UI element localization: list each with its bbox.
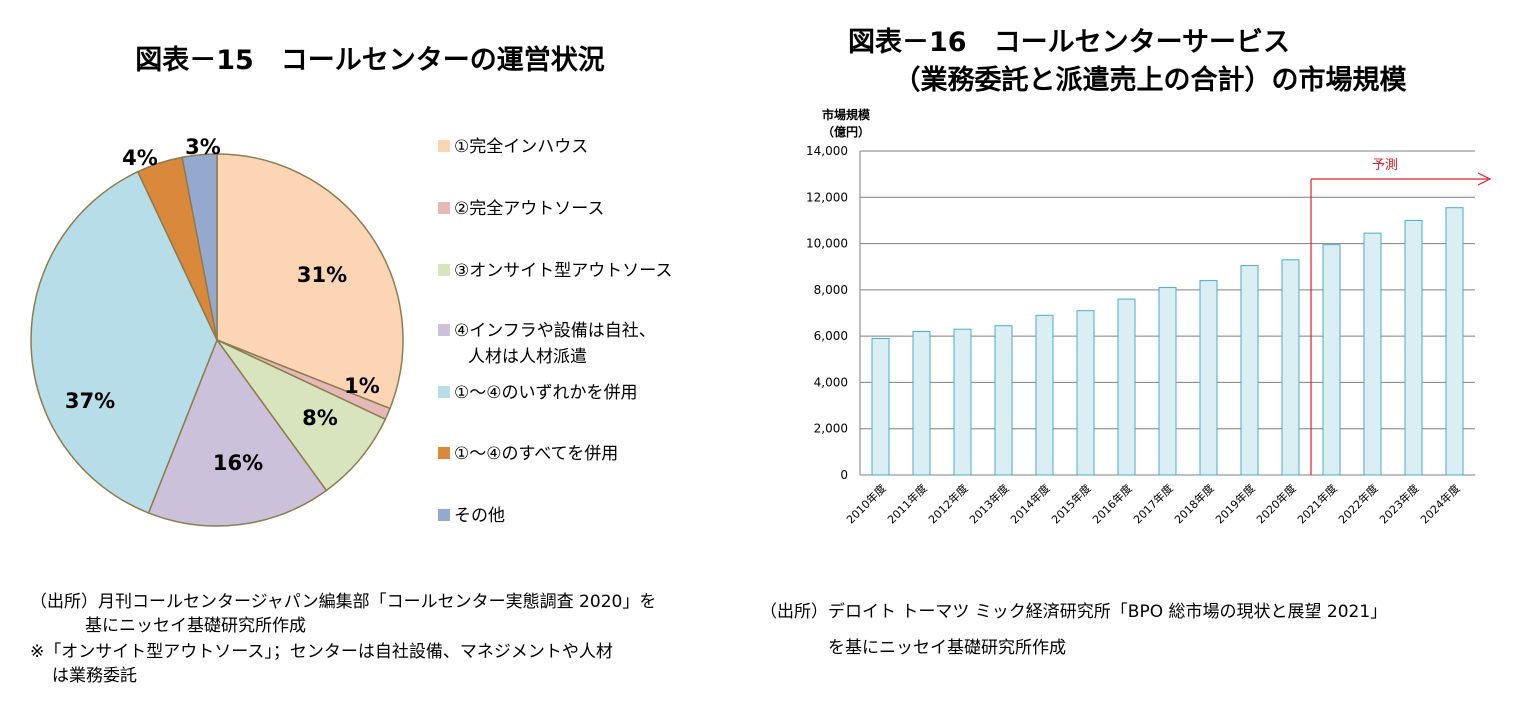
y-axis-title-line1: 市場規模 <box>822 107 871 122</box>
pie-slice-label: 3% <box>185 135 221 159</box>
legend-label: ③オンサイト型アウトソース <box>454 261 673 281</box>
y-tick-label: 12,000 <box>806 190 848 204</box>
x-tick-label: 2021年度 <box>1294 481 1339 526</box>
pie-slice-label: 8% <box>302 406 338 430</box>
forecast-label: 予測 <box>1372 158 1398 173</box>
legend-swatch <box>438 386 450 398</box>
x-tick-label: 2018年度 <box>1171 481 1216 526</box>
bar-chart-title-line1: 図表－16 コールセンターサービス <box>848 27 1291 58</box>
legend-swatch <box>438 202 450 214</box>
x-tick-label: 2012年度 <box>925 481 970 526</box>
x-tick-label: 2017年度 <box>1130 481 1175 526</box>
y-tick-label: 8,000 <box>814 283 848 297</box>
y-tick-label: 10,000 <box>806 237 848 251</box>
y-axis-title-line2: （億円） <box>822 124 870 139</box>
legend-label: ④インフラや設備は自社、 人材は人材派遣 <box>454 321 656 367</box>
x-tick-label: 2023年度 <box>1376 481 1421 526</box>
forecast-arrowhead-icon <box>1477 172 1492 186</box>
bar-chart: 市場規模 （億円） 0 2,000 4,000 6,000 8,000 10,000 12,00… <box>806 107 1492 526</box>
bar <box>1363 232 1382 476</box>
bar <box>1240 265 1259 476</box>
x-tick-label: 2013年度 <box>966 481 1011 526</box>
legend-label: ②完全アウトソース <box>454 199 605 219</box>
left-source-line1: （出所）月刊コールセンタージャパン編集部「コールセンター実態調査 2020」を <box>30 592 657 612</box>
y-tick-label: 2,000 <box>814 422 848 436</box>
x-tick-label: 2015年度 <box>1048 481 1093 526</box>
right-source-line1: （出所）デロイト トーマツ ミック経済研究所「BPO 総市場の現状と展望 202… <box>760 602 1388 622</box>
y-tick-label: 6,000 <box>814 329 848 343</box>
x-tick-label: 2016年度 <box>1089 481 1134 526</box>
legend-label: その他 <box>454 506 505 526</box>
x-tick-label: 2020年度 <box>1253 481 1298 526</box>
left-note-line2: は業務委託 <box>52 666 137 686</box>
legend-swatch <box>438 447 450 459</box>
x-tick-label: 2010年度 <box>843 481 888 526</box>
bar <box>953 328 972 476</box>
pie-slice <box>30 170 218 514</box>
right-source-line2: を基にニッセイ基礎研究所作成 <box>828 638 1066 658</box>
legend-swatch <box>438 509 450 521</box>
pie-slice-label: 1% <box>344 374 380 398</box>
x-tick-label: 2011年度 <box>884 481 929 526</box>
bar <box>1076 310 1095 476</box>
bar <box>1322 244 1341 476</box>
bar <box>871 337 890 476</box>
bar <box>1035 314 1054 476</box>
y-tick-label: 4,000 <box>814 375 848 389</box>
pie-slice <box>181 153 218 341</box>
legend-swatch <box>438 140 450 152</box>
bar-chart-title-line2: （業務委託と派遣売上の合計）の市場規模 <box>893 65 1407 96</box>
pie-slice-label: 16% <box>213 451 263 475</box>
bar <box>1199 280 1218 476</box>
pie-slice-label: 37% <box>65 389 115 413</box>
legend-label: ①～④のいずれかを併用 <box>454 383 638 403</box>
bar <box>912 331 931 476</box>
legend-label: ①～④のすべてを併用 <box>454 444 619 464</box>
legend-label: ①完全インハウス <box>454 137 589 157</box>
pie-slice <box>216 339 387 492</box>
bar <box>1117 298 1136 476</box>
pie-legend: ①完全インハウス ②完全アウトソース ③オンサイト型アウトソース ④インフラや設備は自… <box>438 0 738 560</box>
pie-chart: 31% 1%8% 16% 37% 4% 3% <box>30 135 404 527</box>
left-note-line1: ※「オンサイト型アウトソース」；センターは自社設備、マネジメントや人材 <box>30 642 613 662</box>
x-tick-label: 2014年度 <box>1007 481 1052 526</box>
bar <box>1281 259 1300 476</box>
left-source-line2: 基にニッセイ基礎研究所作成 <box>85 616 306 636</box>
legend-swatch <box>438 264 450 276</box>
bar <box>1445 207 1464 476</box>
x-tick-label: 2024年度 <box>1417 481 1462 526</box>
pie-chart-title: 図表－15 コールセンターの運営状況 <box>135 45 605 76</box>
bar <box>1404 219 1423 476</box>
pie-slice-label: 4% <box>122 146 158 170</box>
bar <box>1158 287 1177 476</box>
y-tick-label: 0 <box>840 468 848 482</box>
y-tick-label: 14,000 <box>806 144 848 158</box>
x-tick-label: 2022年度 <box>1335 481 1380 526</box>
legend-swatch <box>438 324 450 336</box>
pie-slice <box>216 153 404 410</box>
bar <box>994 325 1013 476</box>
pie-slice <box>147 338 328 527</box>
x-tick-label: 2019年度 <box>1212 481 1257 526</box>
pie-slice-label: 31% <box>297 263 347 287</box>
